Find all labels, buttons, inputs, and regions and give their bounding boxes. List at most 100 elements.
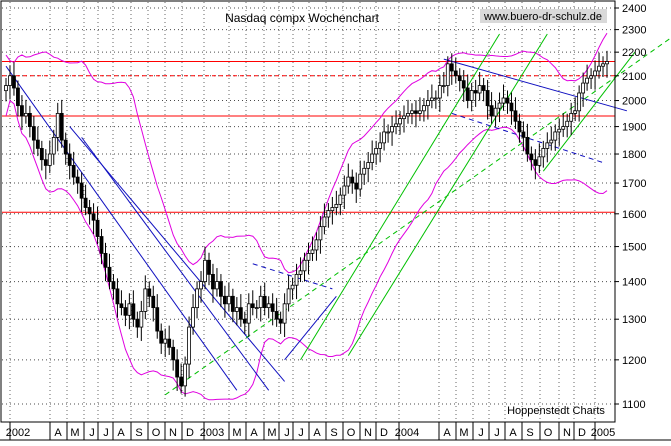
candle-body [4, 85, 8, 92]
candle-body [99, 236, 104, 254]
candle-body [71, 165, 76, 178]
candle-body [469, 90, 474, 101]
watermark-box [480, 9, 607, 23]
trend-line [81, 137, 270, 391]
candle-body [581, 82, 586, 94]
candle-body [449, 63, 454, 72]
candle-body [278, 318, 283, 324]
candle-body [163, 338, 168, 344]
candle-body [429, 97, 434, 101]
candle-body [585, 77, 589, 84]
candle-body [119, 303, 124, 309]
x-tick-label: D [186, 427, 194, 439]
candle-body [242, 318, 247, 324]
candle-body [159, 330, 164, 344]
candle-body [55, 112, 60, 138]
candle-body [366, 162, 371, 169]
y-axis-ticks: 2400 2300 2200 2100 2000 1900 1800 1700 1600 1500… [615, 3, 646, 411]
x-axis-ticks: 2002 A M J J A S O N D 2003 M A M J J A S O N D 2004 A M J J A S O N D… [0, 422, 671, 441]
candle-body [143, 288, 148, 312]
candle-body [39, 148, 44, 161]
x-tick-label: O [347, 427, 356, 439]
candle-body [513, 110, 518, 122]
candle-body [262, 295, 267, 309]
trend-line [5, 65, 238, 391]
x-tick-label: O [544, 427, 553, 439]
candle-body [139, 311, 144, 328]
x-tick-label: A [250, 427, 258, 439]
candle-body [481, 85, 486, 91]
x-tick-label: D [578, 427, 586, 439]
x-tick-label: A [443, 427, 451, 439]
x-tick-label: A [54, 427, 62, 439]
bollinger-lower [5, 99, 608, 401]
x-tick-label: J [103, 427, 109, 439]
candle-body [501, 97, 506, 104]
bollinger-upper [5, 32, 608, 274]
bollinger-bands [5, 32, 608, 401]
candle-body [111, 281, 116, 290]
candle-body [461, 80, 466, 89]
candle-body [282, 303, 287, 324]
candle-body [258, 295, 263, 309]
candle-body [27, 112, 32, 127]
candle-body [390, 126, 394, 133]
candle-body [211, 273, 215, 290]
x-tick-label: 2005 [591, 427, 615, 439]
candle-body [577, 92, 582, 112]
candle-body [418, 110, 422, 114]
candle-body [183, 363, 188, 387]
candle-body [394, 123, 398, 127]
candle-body [457, 75, 462, 82]
y-tick-label: 1900 [622, 122, 646, 134]
candle-body [43, 159, 48, 166]
candle-body [215, 281, 219, 290]
plot-frame [0, 0, 616, 423]
candle-body [123, 307, 128, 316]
candle-body [314, 239, 319, 251]
x-tick-label: M [232, 427, 241, 439]
candle-body [465, 87, 470, 101]
candle-body [525, 136, 530, 155]
x-tick-label: A [509, 427, 517, 439]
y-tick-label: 1200 [622, 355, 646, 367]
candle-body [445, 63, 450, 86]
candle-body [386, 131, 390, 134]
candle-body [557, 128, 562, 133]
candle-body [545, 142, 550, 149]
candle-body [553, 131, 558, 141]
candle-body [549, 139, 554, 144]
candle-body [358, 173, 363, 190]
candle-body [354, 182, 359, 190]
trend-line [252, 263, 333, 290]
candle-body [593, 70, 597, 77]
candle-body [473, 90, 478, 94]
trend-line [542, 51, 636, 172]
candle-body [75, 176, 80, 184]
candle-body [605, 61, 609, 65]
candle-body [382, 131, 387, 144]
candle-body [310, 249, 315, 254]
candle-body [254, 307, 259, 310]
candle-body [203, 259, 207, 282]
candle-body [433, 97, 438, 100]
candle-body [219, 281, 223, 297]
candle-body [155, 307, 160, 332]
candle-body [485, 90, 490, 107]
candle-body [453, 70, 458, 77]
x-tick-label: N [563, 427, 571, 439]
candle-body [306, 252, 311, 261]
x-tick-label: N [169, 427, 177, 439]
y-tick-label: 1400 [622, 277, 646, 289]
candle-body [12, 75, 16, 89]
candle-body [246, 303, 251, 324]
y-tick-label: 2400 [622, 3, 646, 15]
candle-body [274, 311, 279, 320]
x-tick-label: D [380, 427, 388, 439]
trend-line [164, 37, 671, 396]
candle-body [20, 105, 24, 117]
candle-body [342, 185, 347, 196]
y-tick-label: 1800 [622, 149, 646, 161]
candle-body [191, 307, 195, 328]
candle-body [24, 112, 28, 117]
